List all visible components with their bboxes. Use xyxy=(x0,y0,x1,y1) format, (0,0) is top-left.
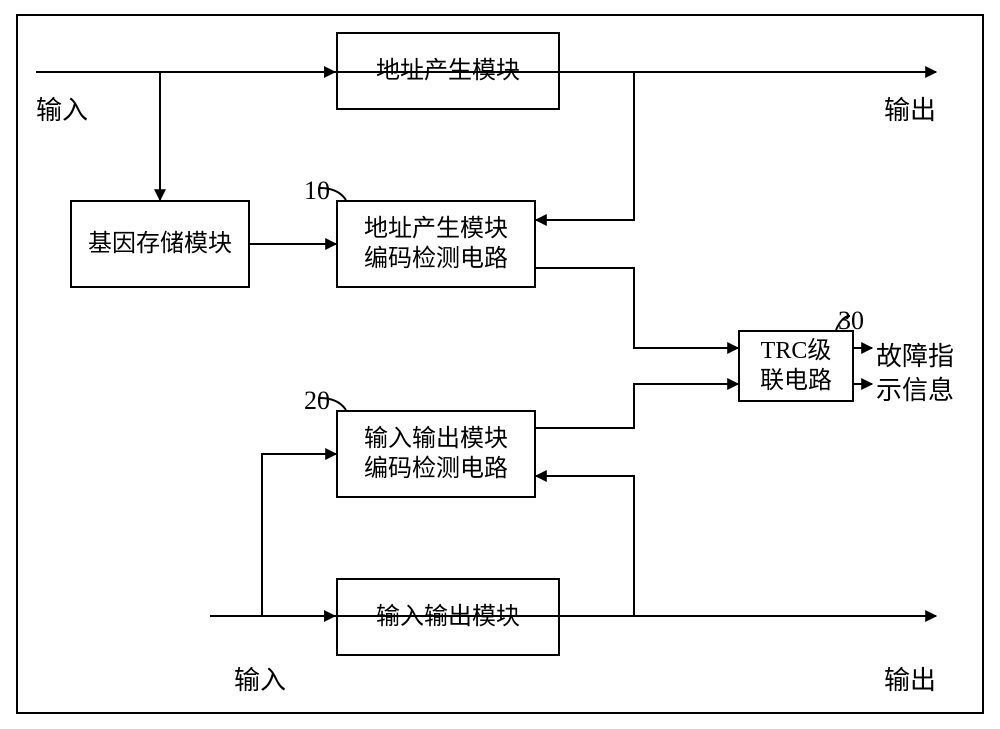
box-gene-store: 基因存储模块 xyxy=(70,200,250,288)
box-addr-check: 地址产生模块编码检测电路 xyxy=(336,200,536,288)
box-io-mod-label: 输入输出模块 xyxy=(376,602,520,632)
label-input-bottom: 输入 xyxy=(234,660,286,697)
box-io-check: 输入输出模块编码检测电路 xyxy=(336,410,536,498)
label-ref-20: 20 xyxy=(304,386,330,416)
label-ref-30: 30 xyxy=(838,306,864,336)
label-input-top: 输入 xyxy=(36,90,88,127)
box-trc: TRC级联电路 xyxy=(738,330,854,402)
box-io-mod: 输入输出模块 xyxy=(336,578,560,656)
box-gene-store-label: 基因存储模块 xyxy=(88,229,232,259)
box-io-check-label: 输入输出模块编码检测电路 xyxy=(364,424,508,484)
box-addr-gen-label: 地址产生模块 xyxy=(376,56,520,86)
box-trc-label: TRC级联电路 xyxy=(760,336,832,396)
box-addr-gen: 地址产生模块 xyxy=(336,32,560,110)
label-output-top: 输出 xyxy=(884,90,936,127)
label-fault-line1: 故障指 xyxy=(876,336,954,373)
label-ref-10: 10 xyxy=(304,176,330,206)
box-addr-check-label: 地址产生模块编码检测电路 xyxy=(364,214,508,274)
label-fault-line2: 示信息 xyxy=(876,370,954,407)
label-output-bottom: 输出 xyxy=(884,660,936,697)
